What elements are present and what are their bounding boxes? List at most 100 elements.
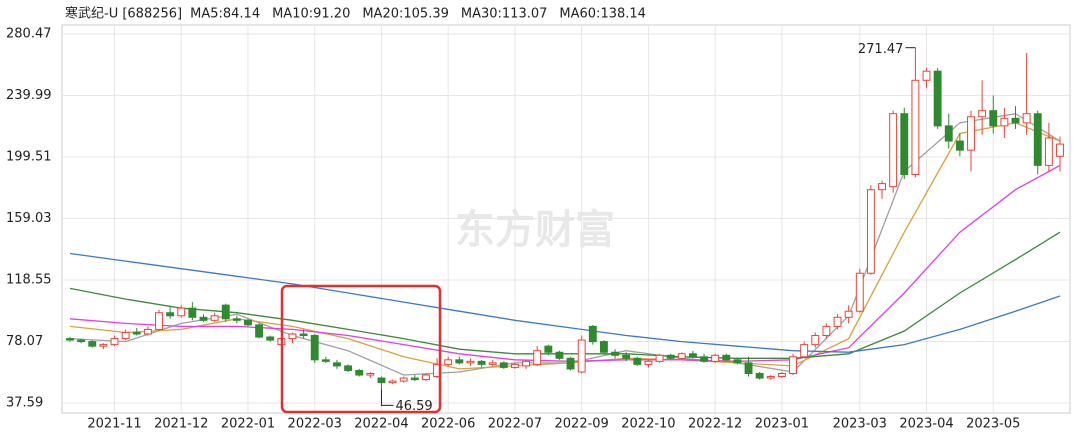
- candle-body: [88, 341, 97, 347]
- x-tick-label: 2023-05: [966, 417, 1020, 432]
- candle-body: [544, 345, 553, 353]
- candle-body: [110, 338, 119, 346]
- candle-body: [677, 353, 686, 359]
- candle-body: [1000, 117, 1009, 127]
- candle-body: [889, 113, 898, 188]
- candle-body: [333, 362, 341, 367]
- x-tick-label: 2023-01: [755, 417, 809, 432]
- candle-body: [455, 359, 464, 364]
- candle-body: [399, 377, 408, 382]
- candle-body: [321, 359, 330, 362]
- candle-body: [933, 70, 942, 127]
- x-tick-label: 2022-01: [221, 417, 275, 432]
- candle-body: [232, 318, 241, 321]
- candle-body: [789, 356, 797, 375]
- candle-body: [66, 338, 74, 341]
- candle-body: [177, 307, 186, 317]
- candle-body: [77, 339, 86, 343]
- candle-body: [655, 354, 664, 362]
- candle-body: [844, 310, 853, 318]
- candle-body: [410, 377, 419, 381]
- ma-line: [69, 164, 1061, 362]
- candle-body: [611, 351, 620, 356]
- candle-body: [1056, 143, 1064, 157]
- candle-body: [244, 319, 252, 326]
- candle-body: [510, 363, 519, 368]
- x-tick-label: 2022-10: [621, 417, 675, 432]
- x-tick-label: 2022-12: [688, 417, 742, 432]
- x-tick-label: 2022-07: [488, 417, 542, 432]
- candle-body: [99, 344, 108, 347]
- candle-body: [466, 360, 475, 364]
- candle-body: [666, 354, 675, 359]
- candle-body: [422, 374, 430, 381]
- candle-body: [533, 350, 542, 365]
- candle-body: [522, 360, 531, 367]
- candle-body: [377, 377, 386, 384]
- candle-body: [1044, 137, 1053, 166]
- candle-body: [299, 333, 308, 337]
- candle-body: [266, 336, 275, 341]
- candle-body: [355, 369, 364, 376]
- candle-body: [944, 125, 953, 142]
- candle-body: [366, 373, 375, 376]
- candle-body: [577, 339, 586, 373]
- legend-entry: MA10:91.20: [272, 7, 350, 22]
- y-tick-label: 199.51: [6, 150, 52, 165]
- candle-body: [967, 116, 975, 151]
- x-tick-label: 2022-03: [288, 417, 342, 432]
- candle-body: [1022, 113, 1031, 124]
- candle-body: [121, 331, 130, 340]
- candle-body: [1011, 117, 1020, 124]
- candle-body: [688, 353, 697, 358]
- candle-body: [1033, 113, 1042, 166]
- candle-body: [388, 380, 397, 384]
- watermark: 东方财富: [455, 207, 615, 253]
- candle-body: [811, 335, 820, 346]
- candle-body: [700, 356, 708, 362]
- candle-body: [499, 362, 508, 368]
- candle-body: [310, 335, 319, 361]
- candle-body: [922, 70, 931, 81]
- x-tick-label: 2022-04: [354, 417, 408, 432]
- candle-body: [633, 357, 642, 365]
- candle-body: [221, 304, 230, 320]
- min-label: 46.59: [395, 399, 432, 414]
- candle-body: [900, 113, 909, 175]
- candle-body: [878, 183, 886, 191]
- candle-body: [911, 79, 920, 175]
- y-tick-label: 78.07: [6, 334, 43, 349]
- candle-body: [978, 110, 987, 118]
- legend-entry: MA30:113.07: [461, 7, 548, 22]
- candle-body: [166, 312, 175, 317]
- candle-body: [155, 312, 163, 330]
- ma-line: [69, 252, 1061, 353]
- y-tick-label: 280.47: [6, 27, 52, 42]
- x-tick-label: 2022-09: [555, 417, 609, 432]
- candle-body: [755, 373, 764, 379]
- candle-body: [822, 325, 831, 337]
- candle-body: [711, 354, 720, 362]
- candle-body: [188, 307, 197, 318]
- y-tick-label: 37.59: [6, 395, 43, 410]
- y-tick-label: 239.99: [6, 88, 52, 103]
- x-tick-label: 2023-03: [833, 417, 887, 432]
- candle-body: [143, 328, 152, 335]
- candle-body: [833, 316, 842, 327]
- legend-entry: MA5:84.14: [190, 7, 260, 22]
- candle-body: [777, 373, 786, 378]
- candle-body: [566, 357, 575, 370]
- annotation-leader: [380, 389, 394, 406]
- legend-entry: MA60:138.14: [559, 7, 646, 22]
- candle-body: [444, 359, 453, 365]
- max-label: 271.47: [858, 42, 904, 57]
- candle-body: [132, 331, 141, 335]
- plot-frame: [61, 24, 1071, 414]
- candle-body: [722, 354, 731, 361]
- candle-body: [800, 344, 809, 358]
- candle-body: [477, 360, 486, 365]
- candle-body: [555, 351, 564, 359]
- candle-body: [255, 324, 264, 338]
- candle-body: [288, 333, 297, 340]
